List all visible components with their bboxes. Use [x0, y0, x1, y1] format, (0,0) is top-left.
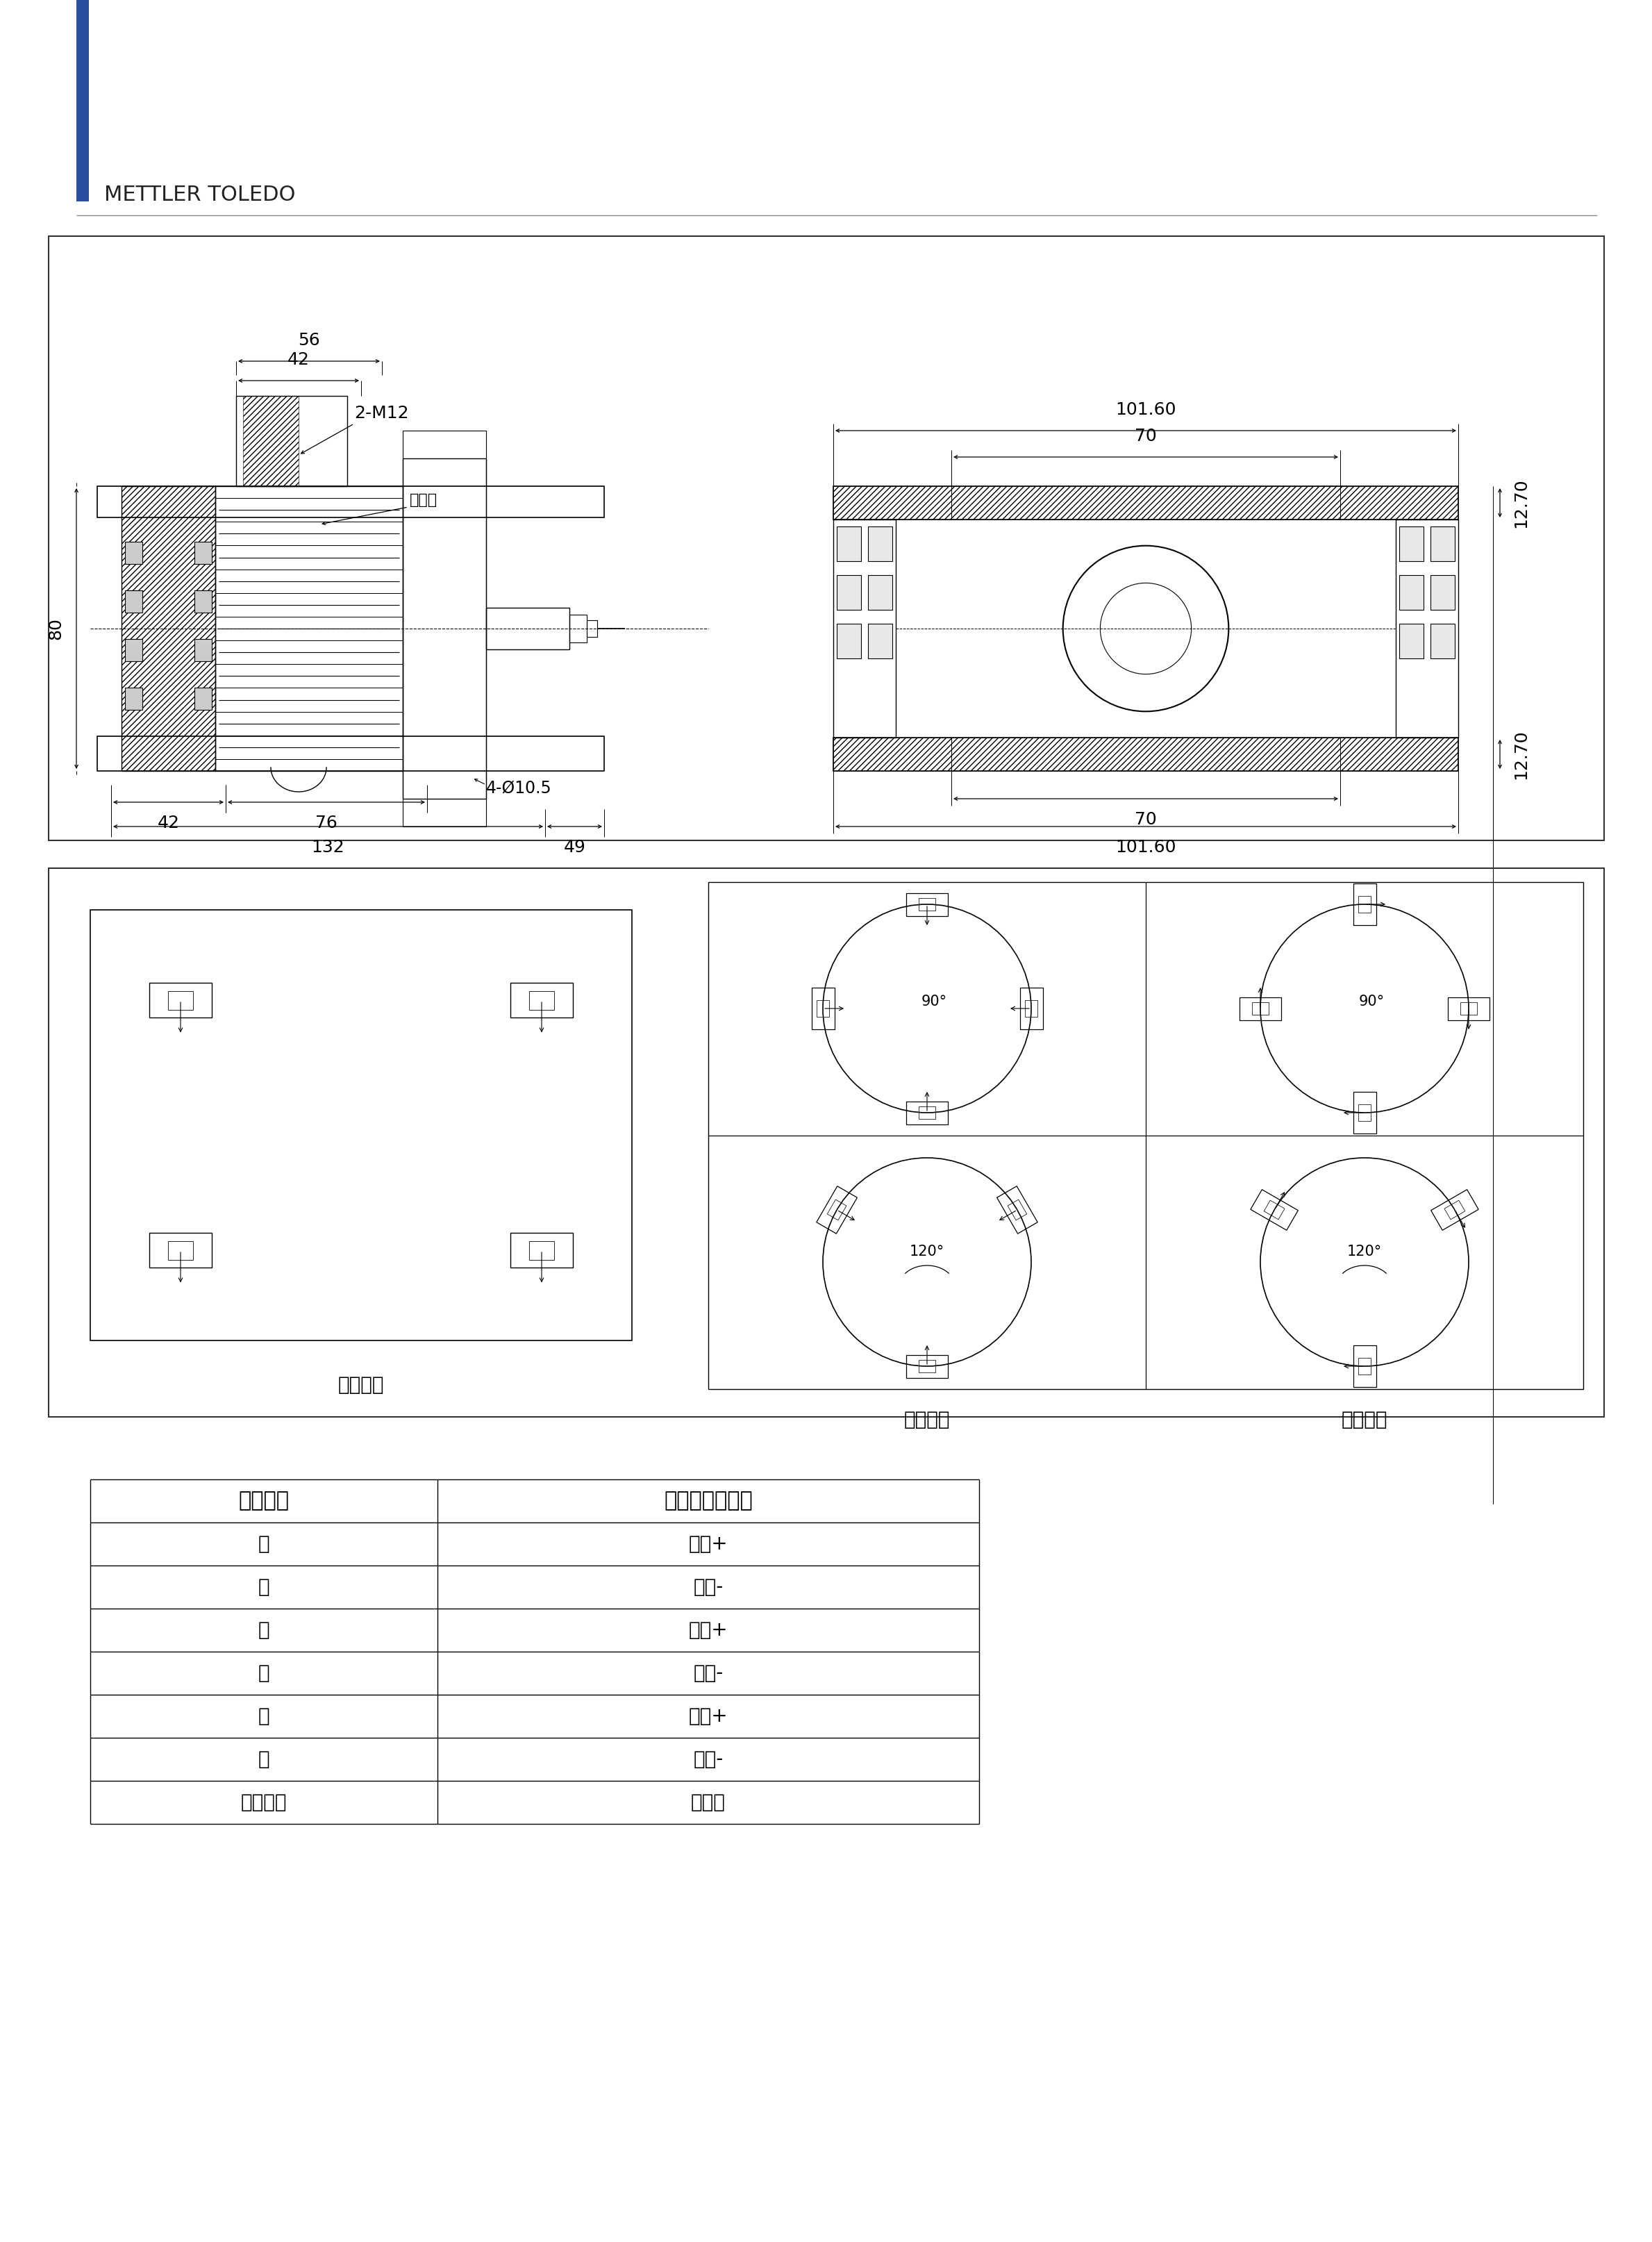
Bar [236, 397, 347, 487]
Text: 矩形布置: 矩形布置 [339, 1374, 385, 1395]
Text: 反馈+: 反馈+ [689, 1621, 729, 1639]
Text: 90°: 90° [1358, 995, 1384, 1009]
Bar [126, 639, 142, 661]
Bar [91, 910, 633, 1341]
Text: METTLER TOLEDO: METTLER TOLEDO [104, 184, 296, 204]
Text: 黄（长）: 黄（长） [241, 1794, 287, 1812]
Text: 76: 76 [316, 814, 337, 832]
Text: 4-Ø10.5: 4-Ø10.5 [486, 780, 552, 796]
Bar [486, 608, 570, 650]
Text: 黄: 黄 [258, 1621, 269, 1639]
Bar [48, 868, 1604, 1417]
Text: 激励+: 激励+ [689, 1534, 729, 1554]
Text: 信号-: 信号- [694, 1749, 724, 1769]
Text: 白: 白 [258, 1706, 269, 1726]
Bar [867, 576, 892, 610]
Text: 120°: 120° [910, 1244, 945, 1258]
Bar [586, 621, 596, 637]
Text: 色标（六芯线）: 色标（六芯线） [664, 1491, 753, 1511]
Text: 径向布置: 径向布置 [1341, 1410, 1388, 1430]
Bar [195, 590, 211, 612]
Text: 2-M12: 2-M12 [354, 406, 408, 421]
Text: 接地线: 接地线 [410, 493, 438, 507]
Bar [1399, 576, 1424, 610]
Text: 12.70: 12.70 [1513, 729, 1530, 780]
Bar [195, 688, 211, 711]
Text: 70: 70 [1135, 812, 1156, 827]
Bar [833, 487, 1459, 520]
Bar [833, 487, 1459, 520]
Bar [1399, 623, 1424, 659]
Text: 70: 70 [1135, 428, 1156, 444]
Bar [1431, 576, 1455, 610]
Text: 信号+: 信号+ [689, 1706, 729, 1726]
Text: 蓝: 蓝 [258, 1664, 269, 1684]
Text: 101.60: 101.60 [1115, 839, 1176, 856]
Bar [243, 397, 299, 487]
Text: 42: 42 [157, 814, 180, 832]
Bar [833, 520, 895, 738]
Bar [97, 735, 605, 771]
Bar [122, 487, 215, 771]
Bar [570, 614, 586, 643]
Bar [1396, 520, 1459, 738]
Text: 132: 132 [312, 839, 345, 856]
Bar [126, 543, 142, 565]
Bar [122, 487, 215, 771]
Text: 红: 红 [258, 1749, 269, 1769]
Bar [1431, 527, 1455, 560]
Text: 56: 56 [297, 332, 320, 350]
Bar [709, 881, 1583, 1390]
Bar [126, 590, 142, 612]
Text: 激励-: 激励- [694, 1578, 724, 1596]
Bar [867, 527, 892, 560]
Text: 80: 80 [48, 617, 64, 639]
Bar [48, 235, 1604, 841]
Bar [1399, 527, 1424, 560]
Bar [838, 576, 861, 610]
Text: 42: 42 [287, 352, 309, 368]
Bar [126, 688, 142, 711]
Text: 电缆颜色: 电缆颜色 [238, 1491, 289, 1511]
Bar [403, 430, 486, 827]
Text: 49: 49 [563, 839, 586, 856]
Text: 黑: 黑 [258, 1578, 269, 1596]
Text: 绿: 绿 [258, 1534, 269, 1554]
Bar [838, 527, 861, 560]
Text: 屏蔽线: 屏蔽线 [691, 1794, 725, 1812]
Bar [195, 543, 211, 565]
Text: 12.70: 12.70 [1513, 478, 1530, 527]
Bar [195, 639, 211, 661]
Bar [97, 487, 605, 518]
Bar [215, 487, 403, 771]
Text: 120°: 120° [1346, 1244, 1383, 1258]
Bar [1431, 623, 1455, 659]
Bar [867, 623, 892, 659]
Text: 反馈-: 反馈- [694, 1664, 724, 1684]
Bar [76, 0, 89, 202]
Text: 切向布置: 切向布置 [904, 1410, 950, 1430]
Text: 101.60: 101.60 [1115, 401, 1176, 417]
Bar [833, 738, 1459, 771]
Bar [403, 457, 486, 798]
Bar [838, 623, 861, 659]
Text: 90°: 90° [922, 995, 947, 1009]
Bar [833, 738, 1459, 771]
